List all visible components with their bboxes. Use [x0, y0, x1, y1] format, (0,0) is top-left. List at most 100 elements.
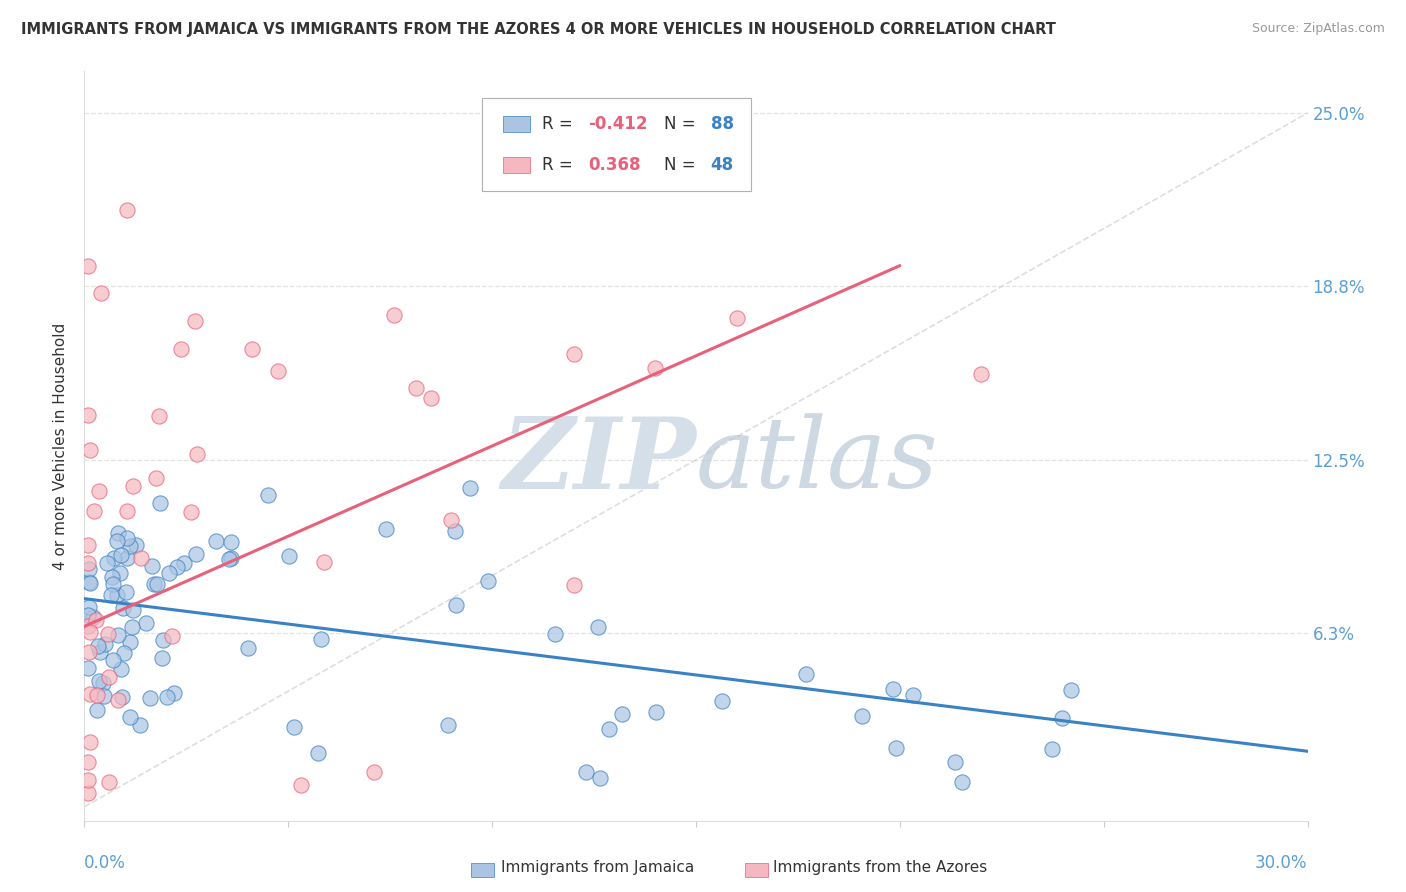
- Point: [118, 710, 141, 724]
- Point: [115, 550, 138, 565]
- Point: [101, 652, 124, 666]
- Text: 0.368: 0.368: [588, 156, 641, 174]
- Text: R =: R =: [541, 115, 578, 133]
- Point: [114, 585, 136, 599]
- Point: [77, 408, 100, 422]
- Point: [96, 626, 118, 640]
- Point: [86, 688, 108, 702]
- Point: [77, 574, 100, 589]
- Point: [118, 539, 141, 553]
- Point: [107, 628, 129, 642]
- Point: [105, 533, 128, 548]
- Point: [111, 601, 134, 615]
- Point: [598, 722, 620, 736]
- Point: [950, 775, 973, 789]
- Point: [440, 513, 463, 527]
- Point: [87, 639, 110, 653]
- Point: [157, 566, 180, 581]
- Text: N =: N =: [664, 115, 702, 133]
- Point: [125, 538, 148, 552]
- Point: [129, 717, 152, 731]
- Point: [156, 690, 179, 704]
- Text: atlas: atlas: [696, 413, 939, 508]
- Point: [882, 681, 904, 696]
- Point: [166, 560, 188, 574]
- Point: [100, 588, 122, 602]
- Point: [420, 391, 443, 405]
- Point: [851, 709, 873, 723]
- Point: [267, 364, 290, 378]
- Text: R =: R =: [541, 156, 578, 174]
- Point: [150, 650, 173, 665]
- Point: [236, 640, 259, 655]
- Point: [309, 632, 332, 647]
- Text: Immigrants from the Azores: Immigrants from the Azores: [773, 861, 987, 875]
- Point: [312, 555, 335, 569]
- Point: [710, 693, 733, 707]
- Point: [163, 686, 186, 700]
- Point: [149, 496, 172, 510]
- Point: [97, 670, 120, 684]
- Text: 48: 48: [710, 156, 734, 174]
- Point: [219, 550, 242, 565]
- Point: [170, 343, 193, 357]
- Point: [79, 625, 101, 640]
- Point: [129, 550, 152, 565]
- Text: Source: ZipAtlas.com: Source: ZipAtlas.com: [1251, 22, 1385, 36]
- Point: [218, 552, 240, 566]
- Point: [107, 693, 129, 707]
- Text: 30.0%: 30.0%: [1256, 854, 1308, 872]
- Point: [204, 534, 226, 549]
- Point: [101, 570, 124, 584]
- Point: [184, 547, 207, 561]
- Point: [884, 741, 907, 756]
- Point: [112, 646, 135, 660]
- Point: [79, 575, 101, 590]
- Point: [180, 505, 202, 519]
- Point: [160, 629, 183, 643]
- Text: ZIP: ZIP: [501, 413, 696, 509]
- Point: [87, 674, 110, 689]
- Point: [901, 688, 924, 702]
- Point: [562, 578, 585, 592]
- Point: [221, 535, 243, 549]
- Point: [90, 286, 112, 301]
- Point: [110, 661, 132, 675]
- Point: [375, 522, 398, 536]
- FancyBboxPatch shape: [482, 97, 751, 191]
- Point: [82, 610, 104, 624]
- Point: [145, 471, 167, 485]
- Point: [94, 637, 117, 651]
- Point: [77, 562, 100, 576]
- Point: [115, 531, 138, 545]
- Point: [148, 409, 170, 423]
- Point: [79, 735, 101, 749]
- Bar: [503, 116, 530, 132]
- Point: [240, 342, 263, 356]
- Point: [256, 488, 278, 502]
- Point: [77, 600, 100, 615]
- Point: [96, 556, 118, 570]
- Point: [458, 481, 481, 495]
- Point: [141, 559, 163, 574]
- Point: [121, 619, 143, 633]
- Y-axis label: 4 or more Vehicles in Household: 4 or more Vehicles in Household: [53, 322, 69, 570]
- Point: [89, 645, 111, 659]
- Point: [77, 645, 100, 659]
- Point: [77, 660, 100, 674]
- Point: [1040, 741, 1063, 756]
- Point: [135, 615, 157, 630]
- Point: [1060, 683, 1083, 698]
- Point: [544, 627, 567, 641]
- Point: [644, 705, 666, 719]
- Point: [444, 598, 467, 612]
- Point: [725, 310, 748, 325]
- Point: [122, 603, 145, 617]
- Point: [87, 484, 110, 499]
- Point: [77, 607, 100, 622]
- Point: [77, 259, 100, 273]
- Bar: [503, 157, 530, 173]
- Point: [105, 588, 128, 602]
- Point: [142, 577, 165, 591]
- Point: [77, 773, 100, 788]
